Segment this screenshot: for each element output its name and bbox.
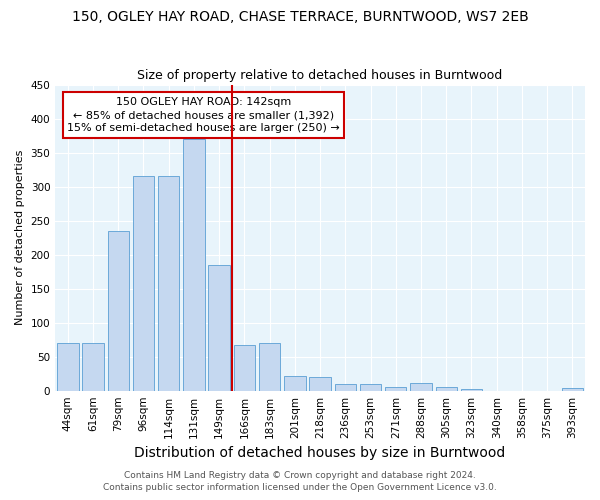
- Y-axis label: Number of detached properties: Number of detached properties: [15, 150, 25, 326]
- Bar: [82, 343, 104, 390]
- Bar: [233, 345, 255, 391]
- Bar: [562, 388, 583, 390]
- Bar: [208, 265, 230, 390]
- Bar: [360, 384, 381, 390]
- Title: Size of property relative to detached houses in Burntwood: Size of property relative to detached ho…: [137, 69, 503, 82]
- Bar: [158, 176, 179, 390]
- Bar: [133, 176, 154, 390]
- Bar: [436, 388, 457, 390]
- Bar: [461, 388, 482, 390]
- Text: 150, OGLEY HAY ROAD, CHASE TERRACE, BURNTWOOD, WS7 2EB: 150, OGLEY HAY ROAD, CHASE TERRACE, BURN…: [71, 10, 529, 24]
- Bar: [259, 343, 280, 390]
- Text: Contains HM Land Registry data © Crown copyright and database right 2024.
Contai: Contains HM Land Registry data © Crown c…: [103, 471, 497, 492]
- Bar: [183, 139, 205, 390]
- Bar: [57, 343, 79, 390]
- X-axis label: Distribution of detached houses by size in Burntwood: Distribution of detached houses by size …: [134, 446, 506, 460]
- Bar: [410, 383, 432, 390]
- Text: 150 OGLEY HAY ROAD: 142sqm
← 85% of detached houses are smaller (1,392)
15% of s: 150 OGLEY HAY ROAD: 142sqm ← 85% of deta…: [67, 97, 340, 133]
- Bar: [335, 384, 356, 390]
- Bar: [385, 386, 406, 390]
- Bar: [107, 231, 129, 390]
- Bar: [310, 377, 331, 390]
- Bar: [284, 376, 305, 390]
